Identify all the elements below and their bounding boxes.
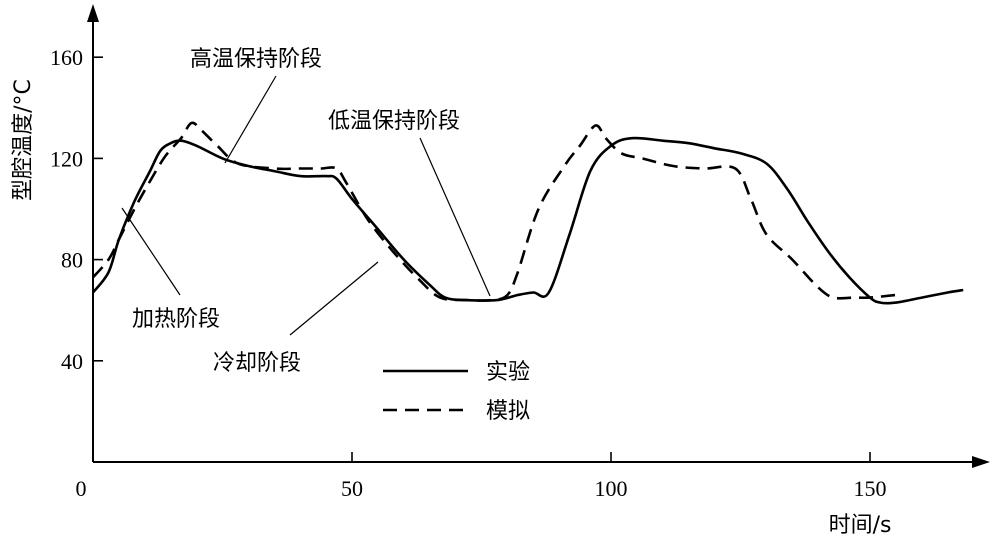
annotation-high-hold: 高温保持阶段	[190, 47, 322, 72]
y-axis-label: 型腔温度/°C	[11, 79, 36, 201]
series-line-experiment	[91, 136, 964, 305]
x-tick-label: 150	[854, 476, 887, 501]
y-tick-label: 160	[50, 45, 83, 70]
series-layer	[91, 121, 964, 305]
y-tick-label: 80	[61, 248, 83, 273]
annotation-low-hold: 低温保持阶段	[328, 109, 460, 134]
annotation-leader-heating	[121, 207, 181, 296]
x-tick-label: 50	[341, 476, 363, 501]
y-ticks: 40 80 120 160	[50, 45, 103, 374]
y-tick-label: 40	[61, 349, 83, 374]
x-ticks: 0 50 100 150	[76, 452, 887, 501]
y-tick-label: 120	[50, 146, 83, 171]
plot-area: 40 80 120 160 0 50 100 150 型腔温度/°C 时间/s 高温保持阶段…	[11, 4, 990, 538]
annotation-leader-cooling	[289, 261, 379, 336]
legend-label-simulation: 模拟	[486, 399, 530, 424]
annotation-cooling: 冷却阶段	[213, 351, 301, 376]
annotation-leader-high-hold	[224, 75, 277, 164]
x-axis-arrow	[972, 456, 990, 468]
annotation-heating: 加热阶段	[132, 307, 220, 332]
x-tick-label: 0	[76, 476, 87, 501]
series-line-simulation	[92, 121, 897, 302]
x-tick-label: 100	[595, 476, 628, 501]
legend: 实验 模拟	[383, 360, 530, 424]
annotation-leader-low-hold	[419, 137, 491, 297]
x-axis-label: 时间/s	[829, 513, 892, 538]
legend-label-experiment: 实验	[486, 360, 530, 385]
y-axis-arrow	[87, 4, 99, 22]
